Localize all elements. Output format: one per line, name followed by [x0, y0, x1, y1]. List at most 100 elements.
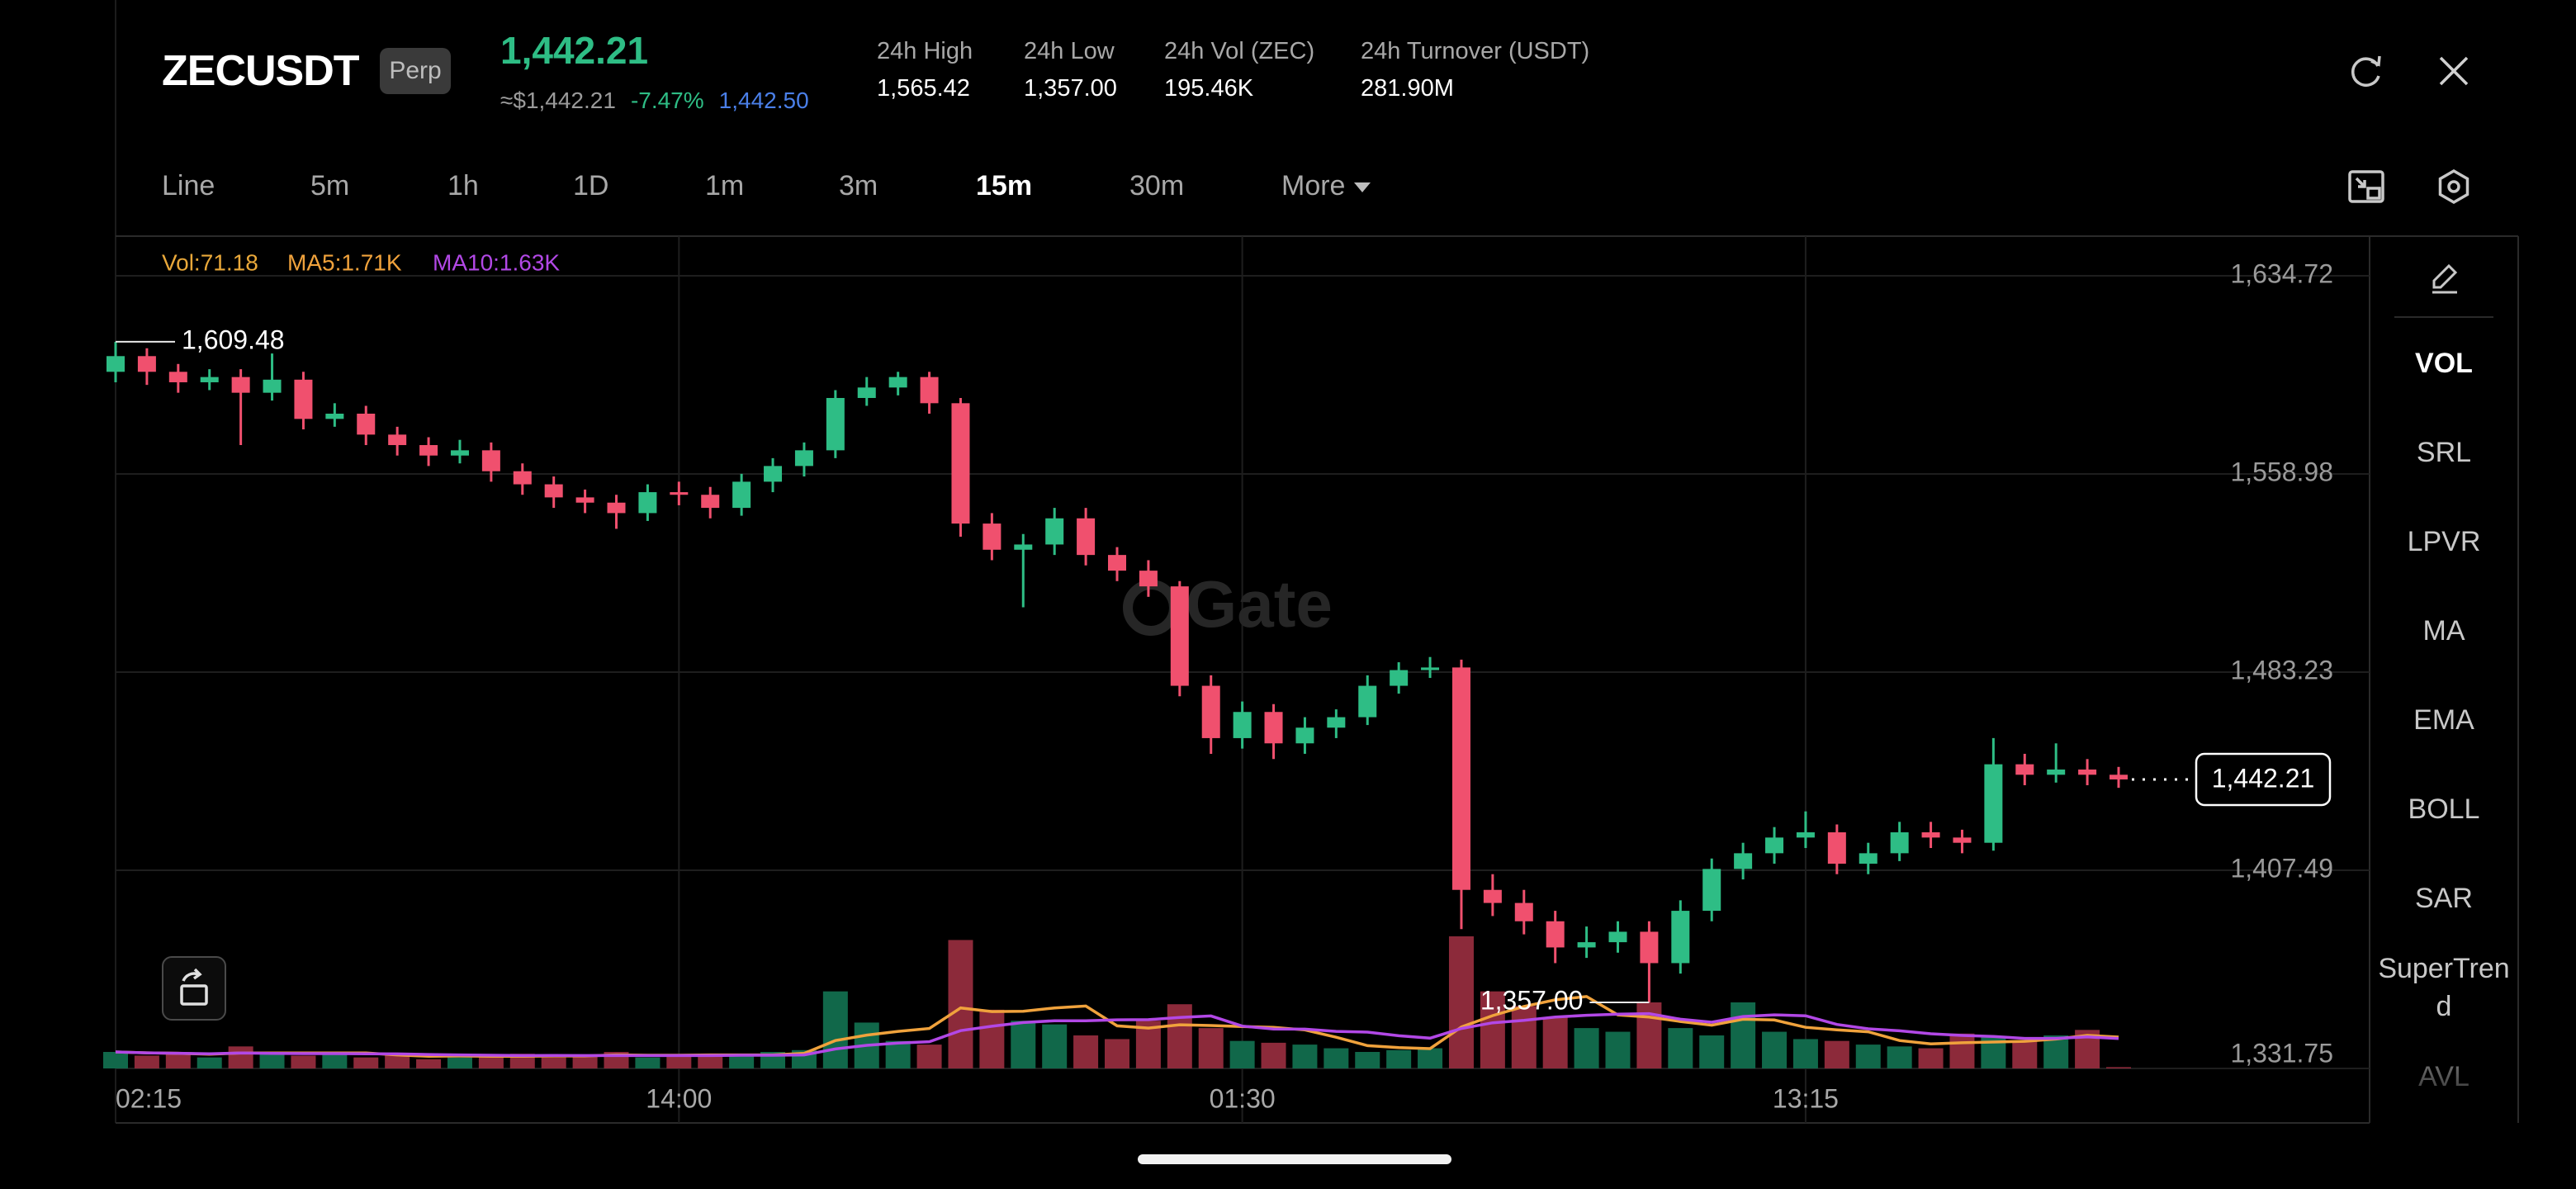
draw-tool-icon[interactable]: [2432, 263, 2458, 294]
volume-bar: [1855, 1045, 1881, 1068]
indicator-item[interactable]: EMA: [2413, 704, 2474, 736]
candle-body: [1953, 837, 1972, 843]
candle-body: [1358, 685, 1377, 718]
volume-bar: [1448, 936, 1474, 1068]
candle-body: [857, 387, 876, 398]
refresh-arc: [2351, 57, 2380, 87]
symbol[interactable]: ZECUSDT: [162, 47, 360, 95]
volume-bar: [1731, 1002, 1756, 1068]
interval-tab[interactable]: 1D: [573, 170, 609, 201]
interval-tab[interactable]: 3m: [839, 170, 878, 201]
candle-body: [481, 450, 500, 471]
last-price-label: 1,442.21: [2212, 763, 2315, 793]
indicator-item[interactable]: SuperTrend: [2378, 953, 2510, 1022]
volume-bar: [1574, 1028, 1599, 1068]
settings-dot: [2447, 180, 2460, 193]
volume-bar: [228, 1046, 253, 1068]
indicator-item[interactable]: VOL: [2415, 348, 2473, 379]
indicator-item[interactable]: SAR: [2415, 883, 2473, 914]
volume-bar: [416, 1059, 442, 1068]
candle-body: [107, 356, 125, 372]
indicator-item[interactable]: AVL: [2418, 1061, 2469, 1092]
candle-body: [1702, 869, 1721, 912]
layout-button[interactable]: [2348, 170, 2384, 203]
refresh-button[interactable]: [2351, 55, 2381, 87]
candle-body: [1014, 544, 1033, 550]
x-tick-label: 13:15: [1773, 1083, 1839, 1113]
volume-bar: [1011, 1021, 1036, 1068]
candle-body: [575, 497, 594, 503]
candle-body: [607, 502, 626, 514]
stat-label: 24h High: [877, 38, 973, 64]
candle-body: [419, 445, 438, 456]
candle-body: [1390, 670, 1409, 686]
indicator-item[interactable]: MA: [2422, 615, 2465, 647]
volume-bar: [1542, 1016, 1568, 1068]
candle-body: [1608, 931, 1627, 943]
interval-tab[interactable]: 5m: [310, 170, 350, 201]
stat-value: 195.46K: [1164, 75, 1254, 102]
candle-body: [1890, 832, 1909, 854]
candle-body: [1765, 837, 1784, 854]
volume-bar: [1605, 1031, 1631, 1068]
candle-body: [764, 466, 783, 482]
home-indicator: [1138, 1154, 1451, 1164]
candle-body: [1295, 727, 1314, 744]
y-tick-label: 1,407.49: [2230, 853, 2333, 883]
indicator-item[interactable]: BOLL: [2408, 793, 2480, 825]
volume-bar: [1792, 1039, 1818, 1068]
volume-bar: [1042, 1024, 1068, 1068]
candle-body: [1451, 667, 1470, 890]
interval-tab[interactable]: 1h: [447, 170, 479, 201]
candle-body: [983, 523, 1002, 550]
candle-body: [2015, 764, 2034, 775]
max-price-label: 1,609.48: [182, 324, 285, 354]
candle-body: [450, 450, 469, 456]
interval-tab[interactable]: 15m: [976, 170, 1033, 201]
volume-bar: [979, 1009, 1005, 1068]
volume-bar: [1229, 1040, 1255, 1068]
volume-bar: [1167, 1004, 1192, 1068]
more-intervals[interactable]: More: [1281, 170, 1371, 202]
candle-body: [200, 377, 219, 382]
candle-body: [1640, 931, 1659, 964]
candle-body: [1045, 518, 1064, 545]
volume-bar: [666, 1055, 692, 1068]
approx-price: ≈$1,442.21: [500, 88, 616, 113]
stat-value: 281.90M: [1361, 75, 1454, 102]
indicator-item[interactable]: SRL: [2416, 437, 2472, 468]
candle-body: [826, 397, 845, 451]
interval-tab[interactable]: 1m: [705, 170, 745, 201]
volume-bar: [635, 1057, 661, 1068]
mark-price: 1,442.50: [718, 88, 809, 113]
y-tick-label: 1,331.75: [2230, 1038, 2333, 1068]
candle-body: [1483, 889, 1502, 903]
candle-body: [1577, 942, 1596, 948]
volume-bar: [1386, 1049, 1412, 1068]
close-button[interactable]: [2439, 56, 2469, 86]
volume-bar: [478, 1055, 504, 1068]
volume-bar: [134, 1055, 159, 1068]
volume-bar: [1699, 1035, 1725, 1068]
candle-body: [544, 484, 563, 498]
y-tick-label: 1,483.23: [2230, 655, 2333, 685]
interval-tab[interactable]: Line: [162, 170, 215, 201]
volume-bar: [2012, 1040, 2038, 1068]
indicator-item[interactable]: LPVR: [2407, 526, 2481, 557]
price-subrow: ≈$1,442.21 -7.47% 1,442.50: [500, 88, 824, 114]
volume-bar: [885, 1040, 911, 1068]
settings-button[interactable]: [2438, 168, 2469, 205]
candle-body: [1201, 685, 1220, 738]
interval-tab[interactable]: 30m: [1129, 170, 1185, 201]
candle-body: [1139, 571, 1158, 587]
indicator-list: VOL SRL LPVR MA EMA BOLL SAR SuperTrend AVL: [2370, 319, 2518, 1121]
candle-body: [1077, 518, 1096, 556]
rotate-button[interactable]: [162, 956, 226, 1021]
rotate-arrow: [182, 968, 202, 982]
candle-body: [1671, 911, 1690, 964]
volume-bar: [197, 1057, 222, 1068]
volume-bar: [291, 1055, 316, 1068]
volume-bar: [1105, 1039, 1129, 1068]
